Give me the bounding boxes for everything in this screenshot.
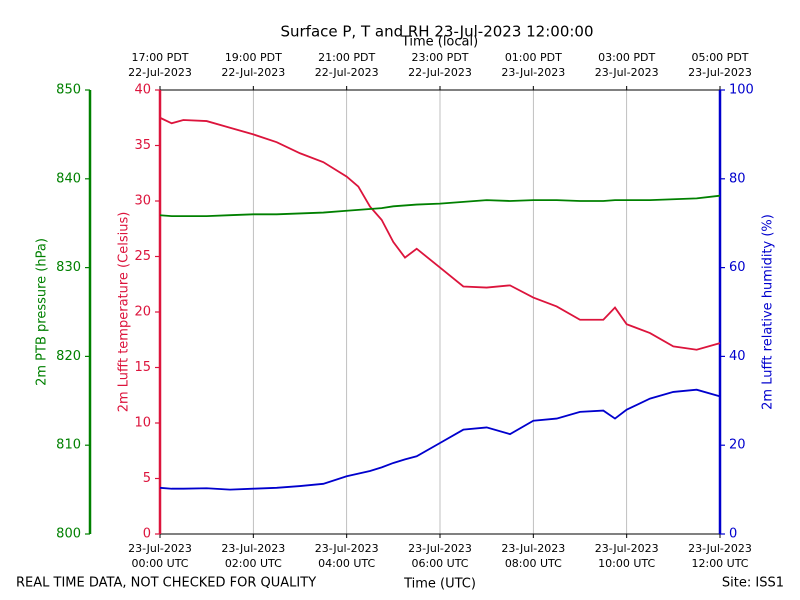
y2-tick-label: 0 (729, 527, 737, 542)
y3-tick-label: 830 (56, 260, 81, 275)
x2-tick-label: 05:00 PDT 23-Jul-2023 (688, 51, 752, 79)
y-tick-label: 10 (134, 416, 151, 431)
site-label: Site: ISS1 (722, 576, 784, 591)
x2-tick-label: 17:00 PDT 22-Jul-2023 (128, 51, 192, 79)
y-tick-label: 25 (134, 249, 151, 264)
data-line (159, 116, 721, 351)
y3-tick-label: 800 (56, 527, 81, 542)
x-tick-label: 23-Jul-2023 08:00 UTC (501, 542, 565, 570)
x2-tick-label: 03:00 PDT 23-Jul-2023 (595, 51, 659, 79)
y-tick-label: 20 (134, 305, 151, 320)
x-tick-label: 23-Jul-2023 10:00 UTC (595, 542, 659, 570)
x2-tick-label: 01:00 PDT 23-Jul-2023 (501, 51, 565, 79)
x2-tick-label: 21:00 PDT 22-Jul-2023 (315, 51, 379, 79)
y3-axis-title: 2m PTB pressure (hPa) (35, 238, 50, 386)
y2-tick-label: 20 (729, 438, 746, 453)
footer-note: REAL TIME DATA, NOT CHECKED FOR QUALITY (16, 576, 316, 591)
x-tick-label: 23-Jul-2023 12:00 UTC (688, 542, 752, 570)
x-tick-label: 23-Jul-2023 04:00 UTC (315, 542, 379, 570)
x-tick-label: 23-Jul-2023 02:00 UTC (221, 542, 285, 570)
x2-axis-title: Time (local) (401, 35, 478, 50)
data-line (159, 388, 721, 491)
y-tick-label: 40 (134, 83, 151, 98)
y2-tick-label: 60 (729, 260, 746, 275)
y-axis-title: 2m Lufft temperature (Celsius) (117, 212, 132, 413)
y2-axis-title: 2m Lufft relative humidity (%) (761, 214, 776, 410)
y3-tick-label: 850 (56, 83, 81, 98)
y3-tick-label: 820 (56, 349, 81, 364)
y3-tick-label: 840 (56, 171, 81, 186)
y-tick-label: 35 (134, 138, 151, 153)
y2-tick-label: 80 (729, 171, 746, 186)
x2-tick-label: 19:00 PDT 22-Jul-2023 (221, 51, 285, 79)
chart-title: Surface P, T and RH 23-Jul-2023 12:00:00 (280, 23, 593, 41)
y-tick-label: 0 (143, 527, 151, 542)
x2-tick-label: 23:00 PDT 22-Jul-2023 (408, 51, 472, 79)
y-tick-label: 5 (143, 471, 151, 486)
y2-tick-label: 40 (729, 349, 746, 364)
x-axis-title: Time (UTC) (403, 577, 476, 592)
data-line (159, 194, 721, 217)
y-tick-label: 30 (134, 194, 151, 209)
y-tick-label: 15 (134, 360, 151, 375)
x-tick-label: 23-Jul-2023 06:00 UTC (408, 542, 472, 570)
x-tick-label: 23-Jul-2023 00:00 UTC (128, 542, 192, 570)
y2-tick-label: 100 (729, 83, 754, 98)
y3-tick-label: 810 (56, 438, 81, 453)
